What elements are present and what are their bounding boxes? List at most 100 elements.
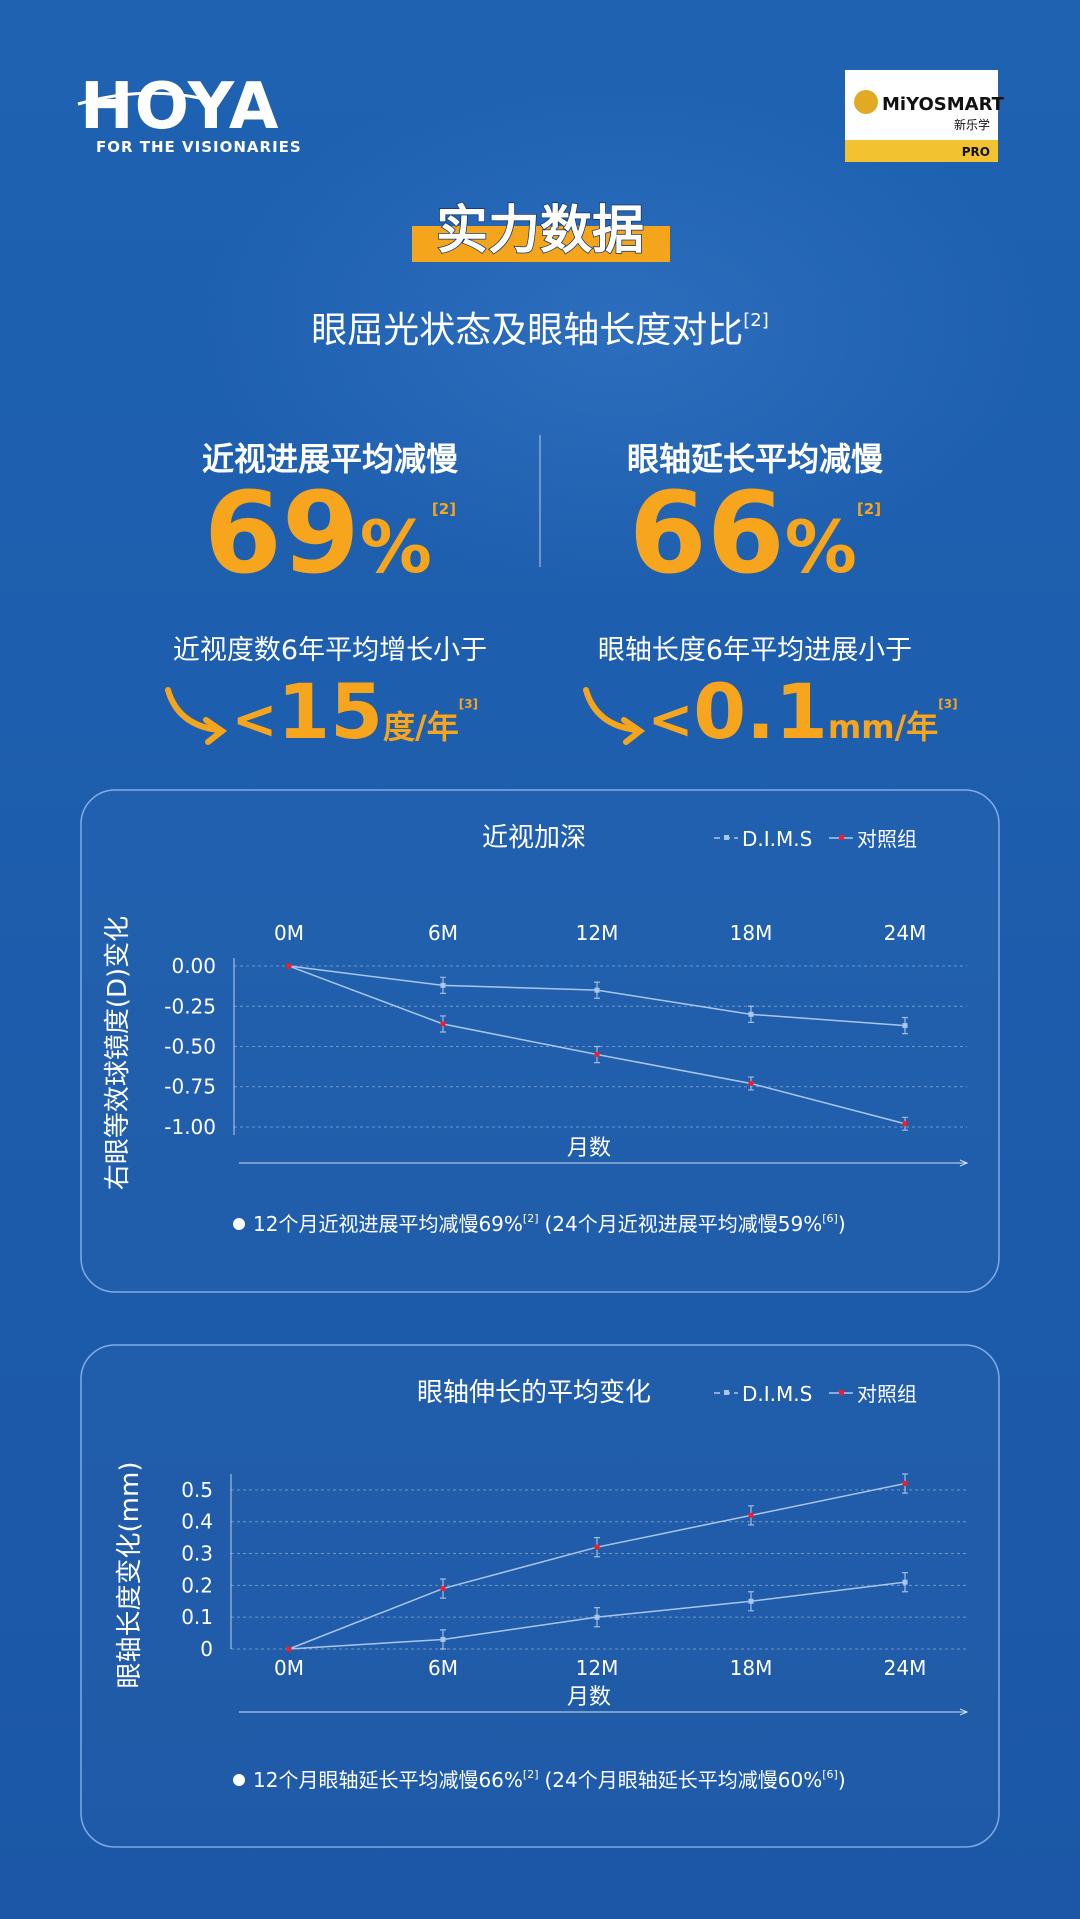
stat-label: 近视进展平均减慢 <box>202 440 459 478</box>
x-arrowhead <box>959 1708 969 1716</box>
limit-unit: 度/年 <box>383 708 459 746</box>
arrow-icon <box>583 687 646 745</box>
stat-unit: % <box>360 505 432 589</box>
y-axis-label: 眼轴长度变化(mm) <box>115 1462 145 1689</box>
x-tick-label: 24M <box>884 921 927 945</box>
x-tick-label: 18M <box>730 921 773 945</box>
x-tick-label: 18M <box>730 1656 773 1680</box>
x-tick-label: 6M <box>428 1656 458 1680</box>
footnote-ref: [6] <box>822 1768 838 1781</box>
data-point <box>286 1646 292 1652</box>
y-tick-label: 0.4 <box>181 1510 213 1534</box>
data-point <box>902 1481 908 1487</box>
subtitle-text: 眼屈光状态及眼轴长度对比 <box>311 310 743 351</box>
y-tick-label: 0.00 <box>171 954 216 978</box>
x-tick-label: 12M <box>576 1656 619 1680</box>
x-axis-label: 月数 <box>567 1136 611 1161</box>
y-tick-label: 0.5 <box>181 1478 213 1502</box>
subtitle: 眼屈光状态及眼轴长度对比[2] <box>311 310 769 351</box>
limit: <0.1mm/年[3] <box>648 667 958 756</box>
data-point <box>748 1598 754 1604</box>
stat-unit: % <box>785 505 857 589</box>
stat-ref: [2] <box>432 500 456 518</box>
stat-value: 66%[2] <box>629 469 881 599</box>
limit: <15度/年[3] <box>232 667 478 756</box>
data-point <box>748 1011 754 1017</box>
limit-sign: < <box>232 688 277 751</box>
footnote: 12个月眼轴延长平均减慢66%[2] (24个月眼轴延长平均减慢60%[6]) <box>253 1768 846 1792</box>
legend-label: D.I.M.S <box>742 827 812 851</box>
y-axis-label: 右眼等效球镜度(D)变化 <box>103 916 133 1190</box>
legend-label: 对照组 <box>857 827 917 851</box>
data-point <box>440 982 446 988</box>
y-tick-label: 0.3 <box>181 1542 213 1566</box>
title-highlight <box>412 226 670 262</box>
x-tick-label: 6M <box>428 921 458 945</box>
data-point <box>902 1579 908 1585</box>
x-tick-label: 24M <box>884 1656 927 1680</box>
x-tick-label: 12M <box>576 921 619 945</box>
legend-label: 对照组 <box>857 1382 917 1406</box>
x-axis-label: 月数 <box>567 1685 611 1710</box>
stat-note: 近视度数6年平均增长小于 <box>173 635 487 666</box>
chart-panel <box>80 789 1000 1293</box>
stat-ref: [2] <box>857 500 881 518</box>
logo-swoosh <box>77 91 201 106</box>
limit-ref: [3] <box>459 697 478 711</box>
data-point <box>286 963 292 969</box>
limit-unit: mm/年 <box>828 708 938 746</box>
data-point <box>594 1052 600 1058</box>
footnote-text: (24个月近视进展平均减慢59% <box>545 1212 823 1236</box>
title: 实力数据 <box>436 201 644 261</box>
data-point <box>748 1512 754 1518</box>
brand: HOYA <box>80 70 279 144</box>
data-point <box>440 1636 446 1642</box>
badge-tier: PRO <box>962 145 990 159</box>
stat-number: 69 <box>204 469 360 599</box>
y-tick-label: -0.25 <box>164 994 216 1018</box>
bullet <box>233 1218 245 1230</box>
bullet <box>233 1774 245 1786</box>
footnote-text: 12个月眼轴延长平均减慢66% <box>253 1768 523 1792</box>
chart-title: 近视加深 <box>482 823 586 853</box>
y-tick-label: 0.1 <box>181 1605 213 1629</box>
footnote-text: ) <box>838 1768 846 1792</box>
legend-marker <box>724 1390 729 1395</box>
data-point <box>748 1081 754 1087</box>
data-point <box>594 987 600 993</box>
glow <box>200 70 1040 590</box>
x-tick-label: 0M <box>274 1656 304 1680</box>
stat-value: 69%[2] <box>204 469 456 599</box>
footnote-ref: [2] <box>523 1768 539 1781</box>
chart-panel <box>80 1344 1000 1848</box>
limit-value: 15 <box>277 667 383 756</box>
footnote-text: ) <box>838 1212 846 1236</box>
footnote-ref: [2] <box>523 1212 539 1225</box>
legend-marker <box>839 1390 844 1395</box>
footnote-ref: [6] <box>822 1212 838 1225</box>
x-arrowhead <box>959 1159 969 1167</box>
limit-ref: [3] <box>938 697 957 711</box>
badge-strip <box>845 140 998 162</box>
badge-name: MiYOSMART <box>882 94 1005 115</box>
badge-sub: 新乐学 <box>954 117 990 132</box>
limit-value: 0.1 <box>693 667 828 756</box>
stat-label: 眼轴延长平均减慢 <box>627 440 884 478</box>
footnote-text: 12个月近视进展平均减慢69% <box>253 1212 523 1236</box>
data-point <box>440 1021 446 1027</box>
stat-note: 眼轴长度6年平均进展小于 <box>598 635 912 666</box>
tagline: FOR THE VISIONARIES <box>96 138 302 156</box>
y-tick-label: 0 <box>200 1637 213 1661</box>
data-point <box>902 1121 908 1127</box>
data-point <box>440 1586 446 1592</box>
data-point <box>902 1023 908 1029</box>
data-point <box>594 1544 600 1550</box>
legend-marker <box>839 835 844 840</box>
y-tick-label: -0.75 <box>164 1075 216 1099</box>
footnote: 12个月近视进展平均减慢69%[2] (24个月近视进展平均减慢59%[6]) <box>253 1212 846 1236</box>
data-point <box>594 1614 600 1620</box>
y-tick-label: -0.50 <box>164 1035 216 1059</box>
legend-marker <box>724 835 729 840</box>
x-tick-label: 0M <box>274 921 304 945</box>
